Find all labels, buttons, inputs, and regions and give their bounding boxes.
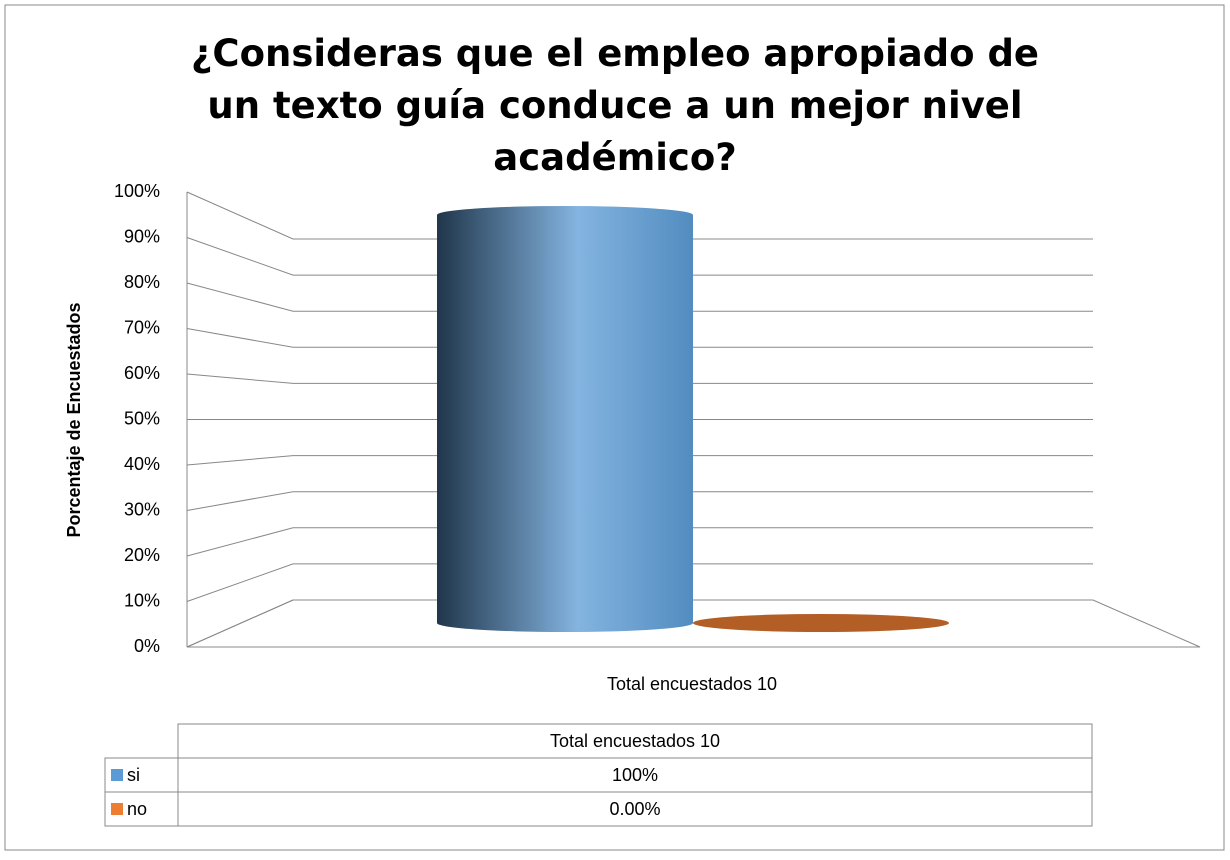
legend-label: no bbox=[127, 799, 147, 819]
x-tick-label: Total encuestados 10 bbox=[607, 674, 777, 694]
bar-cap bbox=[437, 206, 693, 224]
legend-swatch bbox=[111, 769, 123, 781]
y-tick-label: 40% bbox=[124, 454, 160, 474]
grid-line bbox=[186, 191, 1093, 240]
table-header: Total encuestados 10 bbox=[550, 731, 720, 751]
y-tick-label: 50% bbox=[124, 408, 160, 428]
table-row bbox=[104, 791, 1093, 827]
chart-title: ¿Consideras que el empleo apropiado de u… bbox=[190, 32, 1040, 179]
legend-swatch bbox=[111, 803, 123, 815]
grid-line bbox=[186, 491, 1093, 511]
bar bbox=[437, 215, 693, 632]
grid-line bbox=[186, 563, 1093, 602]
y-axis-label: Porcentaje de Encuestados bbox=[64, 302, 84, 537]
y-tick-label: 70% bbox=[124, 317, 160, 337]
y-tick-label: 90% bbox=[124, 226, 160, 246]
grid-line bbox=[186, 282, 1093, 312]
grid-line bbox=[186, 328, 1093, 348]
grid-line bbox=[186, 373, 1093, 384]
data-label: 100% bbox=[612, 765, 658, 785]
grid-line bbox=[186, 527, 1093, 557]
grid-line bbox=[186, 455, 1093, 466]
grid-line bbox=[186, 237, 1093, 276]
y-tick-label: 0% bbox=[134, 636, 160, 656]
legend-label: si bbox=[127, 765, 140, 785]
y-tick-label: 20% bbox=[124, 545, 160, 565]
y-tick-label: 10% bbox=[124, 590, 160, 610]
y-tick-label: 80% bbox=[124, 272, 160, 292]
data-label: 0.00% bbox=[609, 799, 660, 819]
grid-line bbox=[186, 599, 1093, 648]
y-tick-label: 30% bbox=[124, 499, 160, 519]
y-tick-label: 100% bbox=[114, 181, 160, 201]
bar bbox=[693, 614, 949, 632]
y-tick-label: 60% bbox=[124, 363, 160, 383]
